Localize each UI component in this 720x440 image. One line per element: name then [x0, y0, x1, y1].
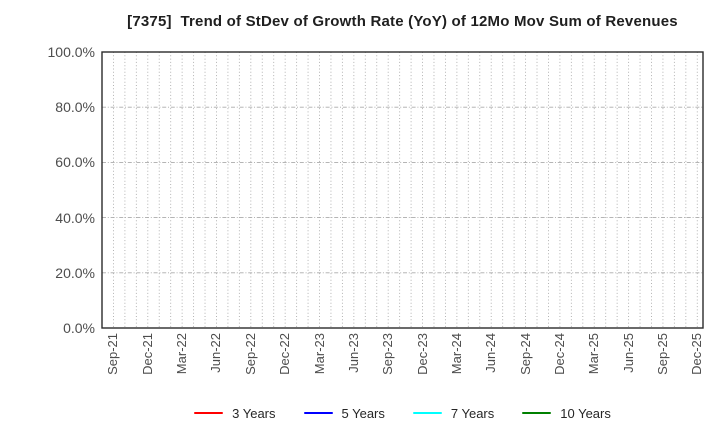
y-tick-label: 80.0%: [55, 99, 95, 116]
legend: 3 Years 5 Years 7 Years 10 Years: [102, 402, 703, 424]
legend-line-10-years: [522, 411, 552, 415]
y-tick-label: 100.0%: [47, 44, 95, 60]
x-tick-label: Jun-24: [483, 333, 499, 373]
legend-label-5-years: 5 Years: [341, 405, 385, 421]
grid-vertical: [112, 52, 698, 328]
x-tick-label: Dec-23: [414, 333, 430, 375]
legend-item-3-years: 3 Years: [194, 405, 276, 421]
x-tick-label: Dec-25: [689, 333, 705, 375]
x-tick-label: Sep-24: [517, 333, 533, 375]
x-tick-label: Mar-24: [448, 333, 464, 375]
legend-item-10-years: 10 Years: [522, 407, 611, 420]
legend-line-3-years: [194, 411, 224, 415]
x-tick-label: Dec-22: [277, 333, 293, 375]
x-tick-label: Jun-25: [620, 333, 636, 373]
x-tick-label: Sep-25: [654, 333, 670, 375]
y-tick-label: 40.0%: [55, 209, 95, 226]
x-tick-label: Sep-22: [242, 333, 258, 375]
x-tick-label: Sep-23: [380, 333, 396, 375]
legend-line-5-years: [303, 411, 333, 415]
legend-item-5-years: 5 Years: [303, 405, 385, 421]
x-tick-label: Mar-23: [311, 333, 327, 375]
x-tick-label: Jun-23: [345, 333, 361, 373]
grid-horizontal: [102, 106, 703, 274]
chart-title: [7375] Trend of StDev of Growth Rate (Yo…: [127, 13, 678, 30]
legend-item-7-years: 7 Years: [412, 405, 495, 421]
x-tick-label: Dec-24: [551, 333, 567, 375]
legend-label-3-years: 3 Years: [232, 405, 276, 421]
legend-line-7-years: [412, 411, 442, 415]
legend-label-10-years: 10 Years: [560, 405, 611, 421]
x-tick-label: Mar-22: [174, 333, 190, 375]
y-tick-label: 0.0%: [63, 320, 95, 336]
y-tick-label: 60.0%: [55, 154, 95, 171]
x-tick-label: Jun-22: [208, 333, 224, 373]
x-tick-label: Mar-25: [586, 333, 602, 375]
x-tick-label: Sep-21: [105, 333, 121, 375]
y-tick-label: 20.0%: [55, 264, 95, 281]
axis-border: [101, 51, 704, 329]
legend-label-7-years: 7 Years: [450, 405, 495, 421]
x-tick-label: Dec-21: [139, 333, 155, 375]
